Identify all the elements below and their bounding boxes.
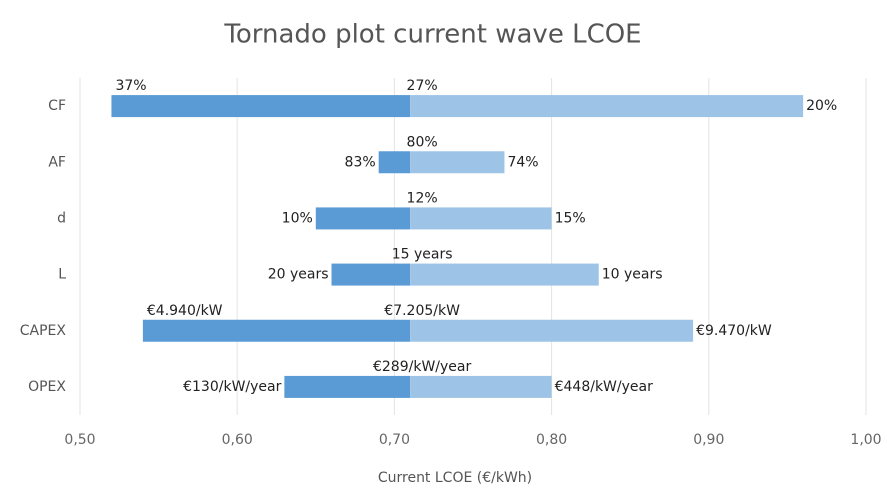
low-label: 37% — [115, 78, 146, 94]
low-label: 20 years — [268, 267, 329, 283]
low-label: €4.940/kW — [147, 303, 223, 319]
x-tick-label: 0,50 — [64, 432, 95, 448]
base-label: 12% — [407, 190, 438, 206]
high-bar — [410, 375, 552, 398]
high-bar — [410, 207, 552, 230]
high-label: 74% — [507, 154, 538, 170]
high-bar — [410, 263, 599, 286]
x-tick-label: 0,90 — [693, 432, 724, 448]
category-label: d — [57, 210, 66, 226]
low-bar — [284, 375, 411, 398]
high-label: 20% — [806, 98, 837, 114]
category-label: OPEX — [28, 379, 66, 395]
base-label: €7.205/kW — [384, 303, 460, 319]
high-label: 10 years — [602, 267, 663, 283]
high-label: 15% — [555, 210, 586, 226]
x-axis-label: Current LCOE (€/kWh) — [378, 470, 532, 486]
category-label: AF — [48, 154, 66, 170]
high-label: €448/kW/year — [555, 379, 653, 395]
low-label: 10% — [282, 210, 313, 226]
low-bar — [111, 95, 411, 118]
category-label: CF — [48, 98, 66, 114]
low-bar — [331, 263, 411, 286]
base-label: 15 years — [392, 247, 453, 263]
low-bar — [315, 207, 411, 230]
base-label: 80% — [407, 134, 438, 150]
base-label: 27% — [407, 78, 438, 94]
category-label: CAPEX — [20, 323, 67, 339]
category-label: L — [58, 267, 66, 283]
low-label: €130/kW/year — [183, 379, 281, 395]
low-bar — [142, 319, 411, 342]
low-label: 83% — [345, 154, 376, 170]
high-label: €9.470/kW — [696, 323, 772, 339]
x-tick-label: 0,60 — [222, 432, 253, 448]
x-tick-label: 0,80 — [536, 432, 567, 448]
x-tick-label: 1,00 — [850, 432, 881, 448]
x-tick-label: 0,70 — [379, 432, 410, 448]
high-bar — [410, 95, 804, 118]
high-bar — [410, 319, 694, 342]
chart-title: Tornado plot current wave LCOE — [223, 20, 641, 50]
high-bar — [410, 151, 505, 174]
base-label: €289/kW/year — [373, 359, 471, 375]
low-bar — [378, 151, 411, 174]
